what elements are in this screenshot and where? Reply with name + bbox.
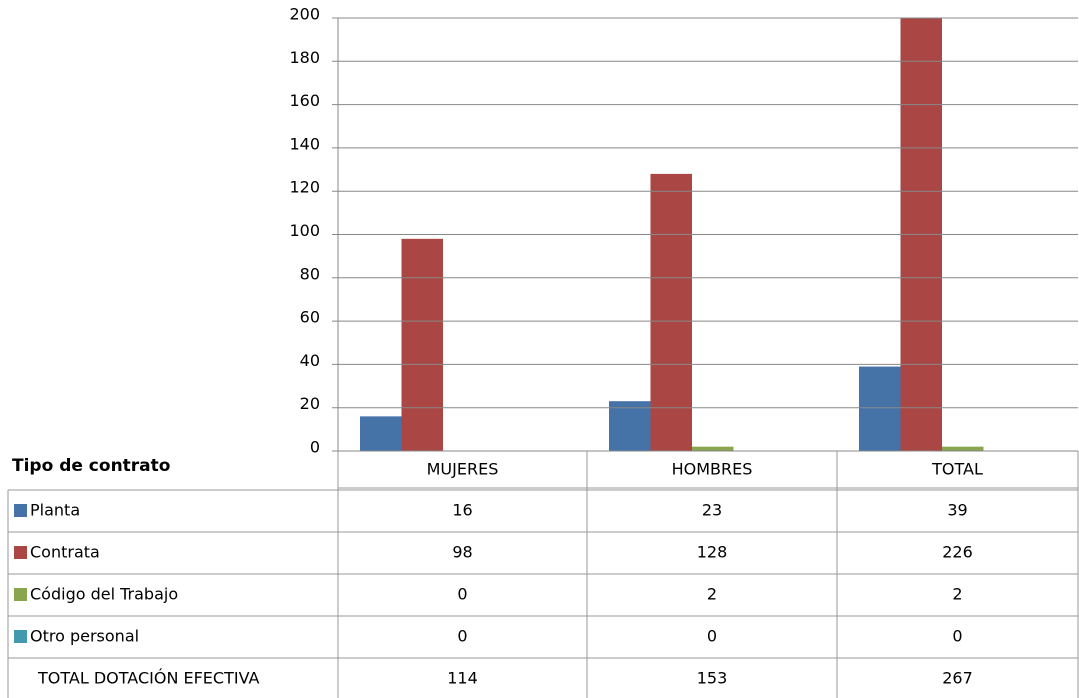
bar — [360, 416, 402, 451]
legend-label: Código del Trabajo — [30, 585, 178, 604]
table-cell: 16 — [452, 501, 472, 520]
table-cell: 0 — [952, 627, 962, 646]
y-tick-label: 120 — [289, 178, 320, 197]
bar — [942, 446, 984, 451]
table-cell: 0 — [707, 627, 717, 646]
bar — [692, 446, 734, 451]
y-tick-label: 60 — [300, 308, 320, 327]
table-cell: 267 — [942, 669, 973, 688]
legend-swatch — [14, 630, 27, 643]
y-tick-label: 200 — [289, 5, 320, 24]
table-cell: 2 — [707, 585, 717, 604]
y-tick-label: 40 — [300, 351, 320, 370]
legend-label: Planta — [30, 501, 80, 520]
table-cell: 0 — [457, 627, 467, 646]
bar — [609, 401, 651, 451]
bar — [650, 173, 692, 451]
legend-label: Otro personal — [30, 627, 139, 646]
y-tick-label: 0 — [310, 438, 320, 457]
bar — [900, 18, 942, 452]
legend-swatch — [14, 504, 27, 517]
total-label: TOTAL DOTACIÓN EFECTIVA — [37, 669, 260, 688]
legend-label: Contrata — [30, 543, 100, 562]
table-cell: 98 — [452, 543, 472, 562]
legend-swatch — [14, 588, 27, 601]
table-header: Tipo de contrato — [12, 456, 170, 476]
y-tick-label: 160 — [289, 91, 320, 110]
y-tick-label: 180 — [289, 48, 320, 67]
table-cell: 114 — [447, 669, 478, 688]
x-tick-label: TOTAL — [931, 460, 983, 479]
y-tick-label: 140 — [289, 134, 320, 153]
table-cell: 128 — [697, 543, 728, 562]
bar — [401, 238, 443, 451]
legend-swatch — [14, 546, 27, 559]
table-cell: 0 — [457, 585, 467, 604]
table-cell: 39 — [947, 501, 967, 520]
y-tick-label: 20 — [300, 394, 320, 413]
y-tick-label: 80 — [300, 264, 320, 283]
table-cell: 23 — [702, 501, 722, 520]
y-tick-label: 100 — [289, 221, 320, 240]
table-cell: 153 — [697, 669, 728, 688]
x-tick-label: MUJERES — [427, 460, 499, 479]
table-cell: 2 — [952, 585, 962, 604]
x-tick-label: HOMBRES — [672, 460, 753, 479]
bar — [859, 366, 901, 451]
plot-area — [360, 18, 984, 452]
table-cell: 226 — [942, 543, 973, 562]
